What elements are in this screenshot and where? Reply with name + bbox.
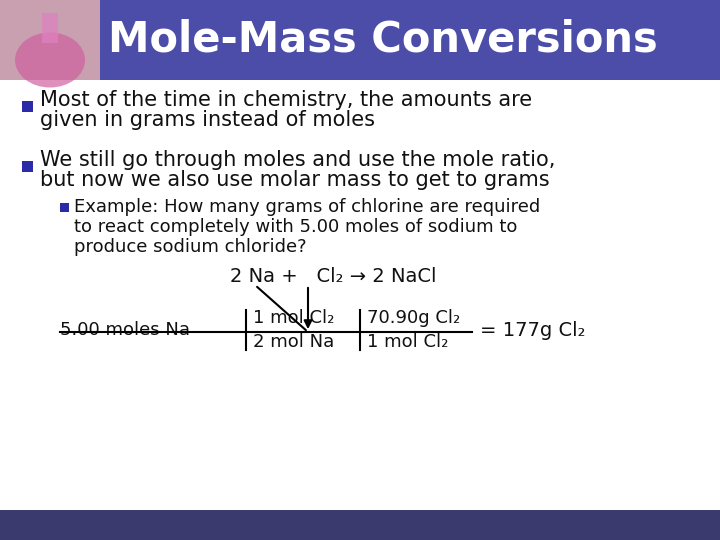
Bar	[0, 80, 720, 510]
Ellipse shape	[15, 32, 85, 87]
Bar	[22, 101, 33, 112]
Text: Most of the time in chemistry, the amounts are: Most of the time in chemistry, the amoun…	[40, 90, 532, 110]
Text: 2 mol Na: 2 mol Na	[253, 333, 334, 351]
Text: but now we also use molar mass to get to grams: but now we also use molar mass to get to…	[40, 170, 549, 190]
Text: 5.00 moles Na: 5.00 moles Na	[60, 321, 190, 339]
Text: 1 mol Cl₂: 1 mol Cl₂	[253, 309, 334, 327]
Text: Mole-Mass Conversions: Mole-Mass Conversions	[108, 19, 658, 61]
Bar	[60, 203, 69, 212]
Text: given in grams instead of moles: given in grams instead of moles	[40, 110, 375, 130]
Text: produce sodium chloride?: produce sodium chloride?	[74, 238, 307, 256]
Text: 1 mol Cl₂: 1 mol Cl₂	[367, 333, 449, 351]
Text: 2 Na +   Cl₂ → 2 NaCl: 2 Na + Cl₂ → 2 NaCl	[230, 267, 436, 287]
Bar	[0, 0, 100, 80]
Bar	[0, 510, 720, 540]
Text: to react completely with 5.00 moles of sodium to: to react completely with 5.00 moles of s…	[74, 218, 518, 236]
Text: 70.90g Cl₂: 70.90g Cl₂	[367, 309, 460, 327]
Bar	[42, 13, 58, 43]
Text: We still go through moles and use the mole ratio,: We still go through moles and use the mo…	[40, 150, 555, 170]
Text: Example: How many grams of chlorine are required: Example: How many grams of chlorine are …	[74, 198, 540, 216]
Bar	[0, 0, 720, 80]
Bar	[22, 161, 33, 172]
Text: = 177g Cl₂: = 177g Cl₂	[480, 321, 585, 340]
